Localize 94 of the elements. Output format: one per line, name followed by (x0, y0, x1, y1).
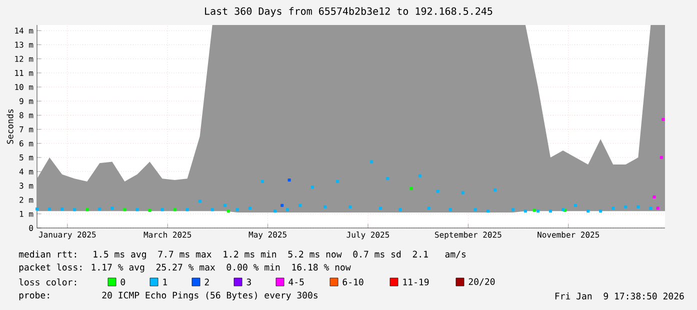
y-tick-label: 2 m (20, 196, 34, 203)
point (186, 208, 189, 212)
point (236, 208, 239, 212)
y-tick-label: 0 (29, 224, 33, 232)
point (656, 206, 660, 210)
point (136, 208, 139, 212)
chart-title: Last 360 Days from 65574b2b3e12 to 192.168.5.245 (205, 7, 492, 17)
point (260, 180, 264, 183)
point (660, 156, 663, 160)
y-tick-label: 12 m (15, 56, 34, 62)
point (599, 210, 602, 213)
point (386, 177, 390, 180)
point (474, 208, 477, 212)
point (524, 210, 527, 213)
point (198, 200, 202, 203)
point (418, 174, 422, 178)
legend-label: 1 (163, 278, 168, 286)
text: packet loss: 1.17 % avg 25.27 % max 0.00 % min 16.18 % now (19, 264, 351, 272)
y-tick-label: 14 m (15, 28, 34, 34)
x-tick-label: May 2025 (248, 232, 286, 240)
point (36, 207, 39, 210)
legend-label: 3 (246, 278, 251, 286)
x-tick-label: July 2025 (346, 232, 390, 240)
y-tick-label: 4 m (19, 168, 34, 175)
y-tick-label: 9 m (20, 98, 34, 104)
point (436, 190, 440, 193)
point (409, 187, 412, 190)
text: probe: 20 ICMP Echo Pings (56 Bytes) every 300s (19, 292, 318, 300)
x-tick-label: March 2025 (144, 232, 192, 238)
y-tick-label: 1 m (20, 210, 34, 217)
point (494, 188, 497, 192)
x-tick-label: January 2025 (38, 232, 96, 240)
point (123, 208, 126, 212)
point (98, 207, 102, 210)
legend-label: 0 (120, 278, 126, 286)
legend-label: 2 (204, 278, 209, 286)
text: median rtt: 1.5 ms avg 7.7 ms max 1.2 ms min 5.2 ms now 0.7 ms sd 2.1 am/s (19, 250, 466, 260)
y-tick-label: 3 m (20, 182, 34, 189)
text: Fri Jan 9 17:38:50 2026 (555, 292, 684, 300)
point (223, 204, 226, 207)
legend-label: 20/20 (468, 278, 495, 286)
y-tick-label: 10 m (15, 84, 34, 90)
legend-title: loss color: (19, 278, 76, 286)
point (379, 206, 382, 210)
point (110, 206, 114, 210)
point (286, 208, 289, 212)
point (370, 160, 374, 164)
point (336, 180, 340, 183)
point (548, 210, 552, 213)
point (486, 210, 490, 213)
point (148, 208, 152, 212)
y-tick-label: 5 m (20, 154, 34, 160)
point (532, 208, 536, 212)
y-tick-label: 11 m (15, 70, 34, 76)
point (226, 210, 230, 213)
point (248, 206, 252, 210)
point (288, 178, 291, 182)
y-tick-label: 7 m (20, 126, 34, 132)
point (511, 208, 514, 212)
point (48, 207, 52, 210)
point (461, 191, 464, 194)
point (612, 206, 615, 210)
point (649, 206, 652, 210)
point (298, 204, 302, 207)
point (173, 208, 176, 212)
point (73, 208, 76, 212)
point (427, 206, 430, 210)
point (160, 208, 164, 212)
legend-label: 4-5 (288, 278, 304, 286)
point (398, 208, 402, 212)
point (586, 210, 590, 213)
point (273, 210, 276, 213)
point (210, 208, 214, 212)
point (662, 118, 665, 121)
point (652, 195, 656, 198)
y-tick-label: 6 m (20, 140, 34, 146)
point (636, 205, 640, 208)
y-axis-title: Seconds (6, 109, 14, 144)
legend-label: 6-10 (342, 278, 364, 286)
point (86, 208, 89, 212)
legend-label: 11-19 (403, 278, 429, 286)
y-tick-label: 8 m (20, 112, 34, 118)
x-tick-label: September 2025 (435, 232, 502, 240)
point (536, 210, 540, 213)
point (311, 186, 314, 189)
y-tick-label: 13 m (15, 42, 34, 48)
x-tick-label: November 2025 (538, 232, 600, 238)
point (448, 208, 452, 212)
point (348, 205, 352, 208)
point (324, 205, 327, 208)
point (624, 205, 628, 208)
point (60, 207, 64, 210)
point (574, 204, 578, 207)
point (280, 204, 284, 207)
